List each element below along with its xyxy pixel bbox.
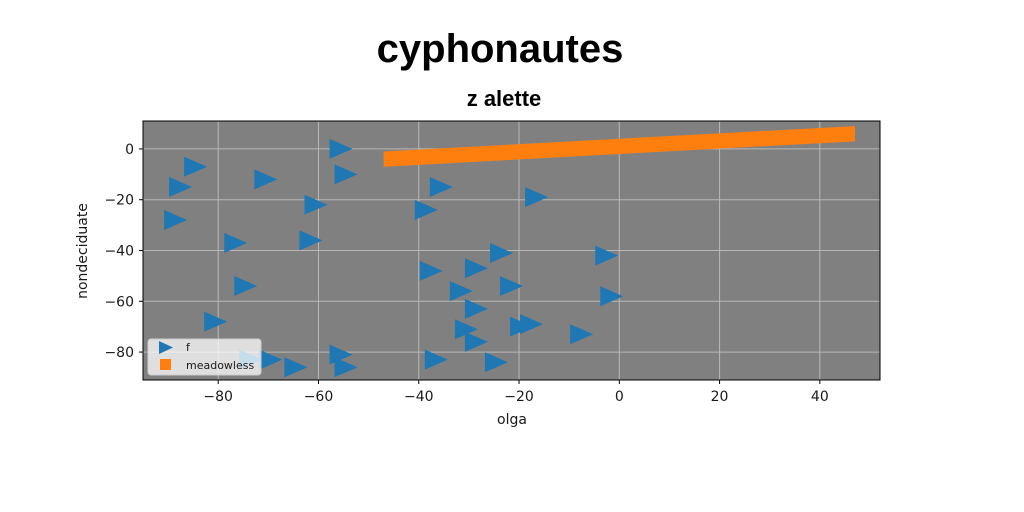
point-f (499, 276, 523, 297)
series-layer (164, 126, 855, 378)
y-tick-label: −40 (104, 244, 134, 260)
y-axis-label: nondeciduate (75, 203, 91, 299)
chart-title: cyphonautes (377, 27, 624, 71)
legend-marker-meadowless (160, 359, 171, 370)
x-tick-label: 20 (711, 389, 729, 405)
legend-label-meadowless: meadowless (186, 359, 254, 372)
x-tick-label: −20 (504, 389, 534, 405)
point-f (520, 314, 544, 335)
y-tick-label: −20 (104, 193, 134, 209)
y-tick-label: −80 (104, 345, 134, 361)
legend-marker-f (159, 341, 173, 354)
point-f (489, 243, 513, 264)
point-f (419, 260, 443, 281)
point-f (284, 357, 308, 378)
point-f (464, 298, 488, 319)
x-tick-label: 40 (811, 389, 829, 405)
point-f (299, 230, 323, 251)
point-f (429, 177, 453, 198)
point-f (464, 331, 488, 352)
band-meadowless (383, 126, 855, 167)
x-tick-label: −60 (304, 389, 334, 405)
point-f (454, 319, 478, 340)
point-f (464, 258, 488, 279)
point-f (570, 324, 594, 345)
point-f (304, 194, 328, 215)
legend-box (147, 338, 262, 376)
point-f (595, 245, 619, 266)
point-f (484, 352, 508, 373)
ticks: −80 −60 −40 −20 0 20 40 0 −20 −40 −60 −80 (104, 142, 828, 405)
point-f (164, 210, 188, 231)
legend-label-f: f (186, 341, 191, 354)
point-f (525, 187, 549, 208)
x-tick-label: −40 (404, 389, 434, 405)
point-f (329, 138, 353, 159)
chart-subtitle: z alette (467, 86, 542, 111)
point-f (184, 156, 208, 177)
point-f (204, 311, 228, 332)
point-f (600, 286, 624, 307)
y-tick-label: 0 (125, 142, 134, 158)
point-f (254, 169, 278, 190)
y-tick-label: −60 (104, 294, 134, 310)
legend: f meadowless (147, 338, 262, 376)
point-f (234, 276, 258, 297)
point-f (259, 349, 283, 370)
x-tick-label: 0 (615, 389, 624, 405)
x-tick-label: −80 (203, 389, 233, 405)
x-axis-label: olga (497, 412, 527, 428)
point-f (169, 177, 193, 198)
point-f (449, 281, 473, 302)
point-f (334, 357, 358, 378)
point-f (334, 164, 358, 185)
point-f (424, 349, 448, 370)
point-f (224, 232, 248, 253)
point-f (414, 199, 438, 220)
